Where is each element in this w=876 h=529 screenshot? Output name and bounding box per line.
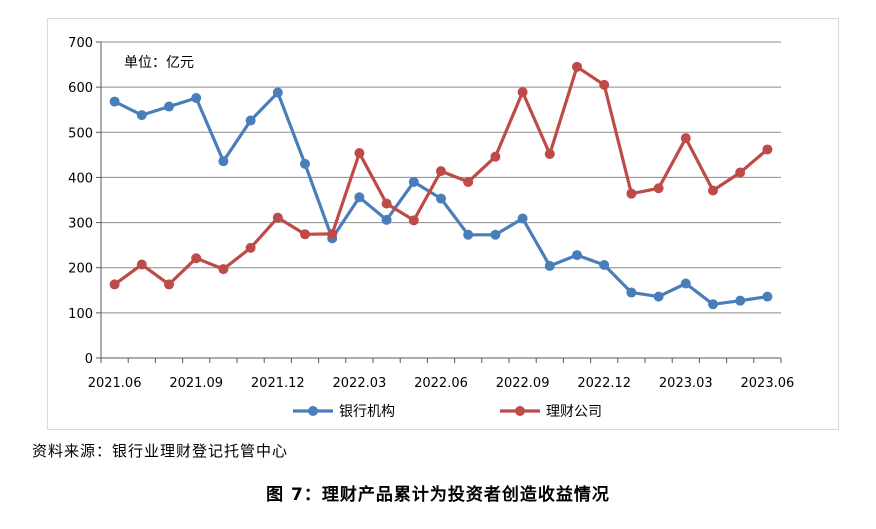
data-point (544, 260, 555, 271)
legend-label: 理财公司 (546, 404, 602, 420)
chart-frame: 0 100 200 300 400 500 600 700 2021.06 2021.09 2021… (47, 18, 839, 430)
y-tick-label: 600 (68, 81, 93, 96)
data-point (436, 193, 446, 204)
data-point (164, 279, 174, 290)
data-point (762, 291, 773, 302)
x-tick-label: 2021.12 (251, 376, 305, 391)
data-point (599, 79, 610, 90)
legend-item: 理财公司 (500, 404, 602, 420)
data-point (300, 158, 310, 169)
data-point (354, 148, 365, 159)
data-point (436, 166, 446, 177)
data-point (109, 96, 120, 107)
data-point (490, 229, 501, 240)
data-point (408, 215, 419, 226)
gridlines (101, 41, 781, 314)
x-tick-label: 2021.09 (169, 376, 223, 391)
data-point (463, 229, 474, 240)
x-tick-label: 2023.06 (741, 376, 795, 391)
legend-marker (308, 406, 318, 416)
series-1 (109, 87, 773, 310)
y-tick-label: 400 (68, 171, 93, 186)
data-point (381, 214, 392, 225)
legend: 银行机构 理财公司 (293, 404, 602, 420)
data-point (272, 212, 283, 223)
x-tick-label: 2022.09 (496, 376, 550, 391)
data-point (653, 183, 664, 194)
data-point (245, 115, 256, 126)
data-point (708, 299, 718, 310)
x-tick-label: 2023.03 (659, 376, 713, 391)
data-point (680, 133, 691, 144)
y-tick-label: 0 (85, 352, 93, 367)
data-point (300, 229, 310, 240)
y-tick-label: 200 (68, 262, 93, 277)
data-point (490, 151, 501, 162)
data-point (626, 287, 637, 298)
data-point (245, 242, 256, 253)
y-tick-label: 100 (68, 307, 93, 322)
data-point (354, 192, 365, 203)
data-point (680, 278, 691, 289)
y-tick-label: 300 (68, 217, 93, 232)
data-point (735, 295, 746, 306)
x-tick-label: 2022.12 (577, 376, 631, 391)
x-tick-label: 2022.06 (414, 376, 468, 391)
y-tick-label: 500 (68, 126, 93, 141)
source-note: 资料来源：银行业理财登记托管中心 (32, 442, 289, 460)
data-point (463, 176, 474, 187)
series-lines (109, 61, 773, 310)
data-point (572, 61, 582, 72)
series-2 (109, 61, 773, 290)
data-point (381, 198, 392, 209)
data-point (735, 167, 746, 178)
data-point (164, 101, 174, 112)
data-point (572, 250, 582, 261)
line-chart: 0 100 200 300 400 500 600 700 2021.06 2021.09 2021… (68, 36, 794, 420)
data-point (517, 213, 528, 224)
data-point (762, 144, 773, 155)
data-point (136, 110, 147, 121)
data-point (653, 291, 664, 302)
data-point (544, 148, 555, 159)
data-point (517, 87, 528, 98)
data-point (408, 176, 419, 187)
legend-label: 银行机构 (339, 404, 395, 420)
data-point (272, 87, 283, 98)
data-point (599, 260, 610, 271)
data-point (626, 188, 637, 199)
unit-label: 单位：亿元 (124, 55, 194, 71)
axes: 0 100 200 300 400 500 600 700 2021.06 2021.09 2021… (68, 36, 794, 391)
legend-marker (515, 406, 525, 416)
data-point (136, 259, 147, 270)
data-point (109, 279, 120, 290)
data-point (191, 92, 202, 103)
data-point (708, 185, 718, 196)
data-point (218, 156, 229, 167)
data-point (191, 253, 202, 264)
data-point (327, 228, 338, 239)
y-tick-label: 700 (68, 36, 93, 51)
x-tick-label: 2021.06 (88, 376, 142, 391)
data-point (218, 264, 229, 275)
x-tick-label: 2022.03 (333, 376, 387, 391)
figure-caption: 图 7：理财产品累计为投资者创造收益情况 (266, 485, 610, 505)
legend-item: 银行机构 (293, 404, 395, 420)
